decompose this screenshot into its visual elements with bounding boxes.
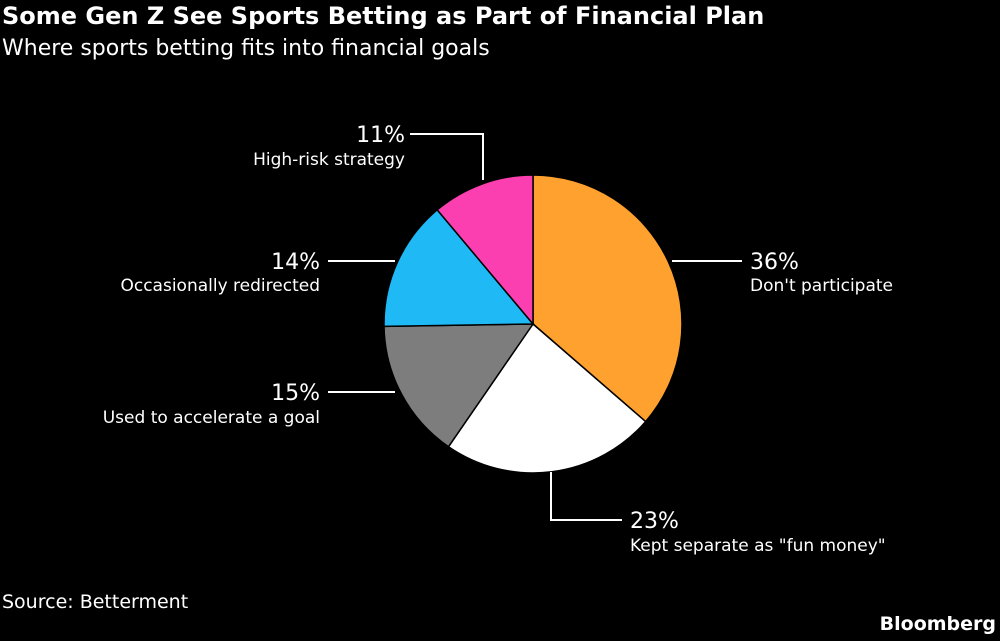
pie-slice-1 xyxy=(532,174,683,423)
slice-value-label-5: 11% xyxy=(356,123,405,148)
slice-category-label-3: Used to accelerate a goal xyxy=(103,408,320,428)
slice-value-label-1: 36% xyxy=(750,250,799,275)
pie-slice-4 xyxy=(383,208,535,328)
pie-slice-5 xyxy=(436,174,534,327)
leader-line-2 xyxy=(550,472,622,521)
slice-category-label-4: Occasionally redirected xyxy=(120,276,320,296)
slice-value-label-2: 23% xyxy=(630,509,679,534)
slice-value-label-3: 15% xyxy=(271,381,320,406)
slice-category-label-2: Kept separate as "fun money" xyxy=(630,536,886,556)
pie-slice-2 xyxy=(447,322,647,474)
chart-title: Some Gen Z See Sports Betting as Part of… xyxy=(2,2,765,30)
chart-subtitle: Where sports betting fits into financial… xyxy=(2,36,490,61)
slice-category-label-1: Don't participate xyxy=(750,276,893,296)
slice-category-label-5: High-risk strategy xyxy=(253,150,405,170)
pie-slice-3 xyxy=(383,323,535,448)
bloomberg-logo: Bloomberg xyxy=(879,613,996,635)
leader-line-5 xyxy=(410,133,484,180)
source-note: Source: Betterment xyxy=(2,591,189,613)
slice-value-label-4: 14% xyxy=(271,250,320,275)
